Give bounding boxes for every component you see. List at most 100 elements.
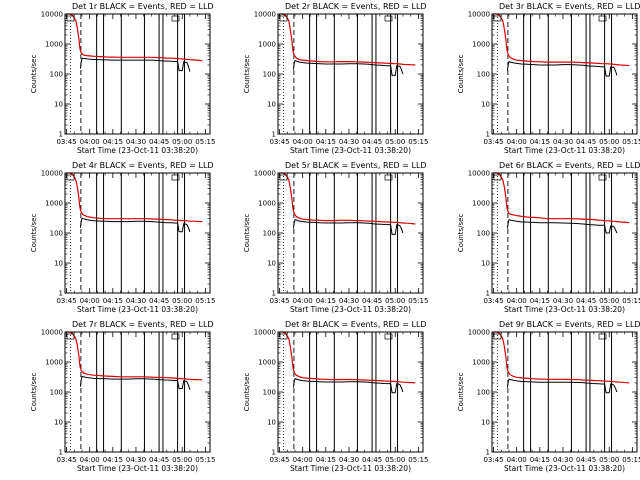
x-tick-label: 05:00 xyxy=(599,138,619,146)
x-tick-label: 04:30 xyxy=(553,456,573,464)
x-axis-title: Start Time (23-Oct-11 03:38:20) xyxy=(504,305,625,314)
y-tick-label: 100 xyxy=(263,71,276,79)
corner-marker xyxy=(493,333,502,340)
x-axis-title: Start Time (23-Oct-11 03:38:20) xyxy=(77,146,198,155)
series-events-line xyxy=(506,378,618,394)
series-lld-line xyxy=(279,172,416,225)
y-tick-label: 10 xyxy=(481,101,490,109)
corner-marker xyxy=(279,333,288,340)
x-tick-label: 04:00 xyxy=(80,456,100,464)
y-axis-title: Counts/sec xyxy=(243,214,251,253)
panel-9: 1 10 100 1000 10000 03:45 04:00 04:15 04:30 04:45… xyxy=(457,320,640,473)
corner-marker xyxy=(66,174,75,181)
x-tick-label: 04:45 xyxy=(576,138,596,146)
panel-6: 1 10 100 1000 10000 03:45 04:00 04:15 04:30 04:45… xyxy=(457,161,640,314)
series-lld-line xyxy=(279,13,416,66)
x-tick-label: 05:15 xyxy=(195,297,215,305)
y-tick-label: 100 xyxy=(263,230,276,238)
x-tick-label: 05:15 xyxy=(622,297,640,305)
y-tick-label: 10000 xyxy=(254,329,276,337)
panel-title: Det 2r BLACK = Events, RED = LLD xyxy=(285,2,427,11)
y-tick-label: 1 xyxy=(486,131,490,139)
x-axis-title: Start Time (23-Oct-11 03:38:20) xyxy=(290,305,411,314)
x-tick-label: 05:15 xyxy=(408,456,428,464)
corner-marker xyxy=(171,174,180,181)
x-tick-label: 05:00 xyxy=(172,456,192,464)
y-tick-label: 10 xyxy=(267,101,276,109)
y-tick-label: 1 xyxy=(272,449,276,457)
x-tick-label: 03:45 xyxy=(483,297,503,305)
x-tick-label: 03:45 xyxy=(269,138,289,146)
plot-frame xyxy=(491,13,638,135)
y-tick-label: 100 xyxy=(50,71,63,79)
y-tick-label: 1000 xyxy=(45,41,63,49)
x-tick-label: 05:00 xyxy=(599,456,619,464)
y-tick-label: 10 xyxy=(54,419,63,427)
y-tick-label: 10 xyxy=(481,260,490,268)
x-axis-title: Start Time (23-Oct-11 03:38:20) xyxy=(504,464,625,473)
corner-marker xyxy=(384,333,393,340)
x-axis-title: Start Time (23-Oct-11 03:38:20) xyxy=(77,305,198,314)
x-tick-label: 03:45 xyxy=(56,138,76,146)
y-tick-label: 10000 xyxy=(254,170,276,178)
corner-marker xyxy=(171,333,180,340)
y-tick-label: 100 xyxy=(263,389,276,397)
x-tick-label: 05:15 xyxy=(622,138,640,146)
panel-title: Det 4r BLACK = Events, RED = LLD xyxy=(72,161,214,170)
x-tick-label: 04:15 xyxy=(316,456,336,464)
x-tick-label: 04:45 xyxy=(149,138,169,146)
x-tick-label: 04:15 xyxy=(530,456,550,464)
corner-marker xyxy=(598,15,607,22)
x-tick-label: 04:00 xyxy=(507,297,527,305)
x-axis-title: Start Time (23-Oct-11 03:38:20) xyxy=(290,146,411,155)
x-tick-label: 04:00 xyxy=(293,297,313,305)
y-tick-label: 10000 xyxy=(254,11,276,19)
y-tick-label: 1000 xyxy=(45,359,63,367)
plot-frame xyxy=(64,13,211,135)
y-tick-label: 1000 xyxy=(45,200,63,208)
y-tick-label: 1000 xyxy=(472,41,490,49)
x-tick-label: 04:30 xyxy=(553,138,573,146)
corner-marker xyxy=(66,333,75,340)
corner-marker xyxy=(384,15,393,22)
x-tick-label: 04:00 xyxy=(80,138,100,146)
y-tick-label: 1 xyxy=(59,449,63,457)
y-tick-label: 10 xyxy=(481,419,490,427)
x-tick-label: 04:45 xyxy=(149,456,169,464)
x-tick-label: 05:15 xyxy=(408,138,428,146)
series-events-line xyxy=(292,378,404,394)
x-tick-label: 05:00 xyxy=(385,297,405,305)
y-tick-label: 1 xyxy=(59,290,63,298)
y-axis-title: Counts/sec xyxy=(243,373,251,412)
series-events-line xyxy=(292,60,404,76)
x-tick-label: 04:45 xyxy=(149,297,169,305)
y-tick-label: 10000 xyxy=(41,11,63,19)
series-events-line xyxy=(79,57,191,72)
y-tick-label: 10000 xyxy=(468,329,490,337)
series-events-line xyxy=(79,375,191,390)
x-tick-label: 04:30 xyxy=(553,297,573,305)
x-tick-label: 04:30 xyxy=(339,138,359,146)
y-tick-label: 10 xyxy=(54,260,63,268)
x-tick-label: 04:15 xyxy=(316,138,336,146)
series-lld-line xyxy=(66,13,203,62)
y-tick-label: 10000 xyxy=(468,170,490,178)
y-axis-title: Counts/sec xyxy=(457,55,465,94)
x-tick-label: 04:00 xyxy=(293,138,313,146)
y-tick-label: 10000 xyxy=(468,11,490,19)
panel-8: 1 10 100 1000 10000 03:45 04:00 04:15 04:30 04:45… xyxy=(243,320,428,473)
panel-5: 1 10 100 1000 10000 03:45 04:00 04:15 04:30 04:45… xyxy=(243,161,428,314)
x-axis-title: Start Time (23-Oct-11 03:38:20) xyxy=(290,464,411,473)
series-lld-line xyxy=(493,331,630,384)
y-tick-label: 100 xyxy=(50,389,63,397)
y-tick-label: 1000 xyxy=(258,359,276,367)
y-tick-label: 1000 xyxy=(472,200,490,208)
x-tick-label: 04:30 xyxy=(339,456,359,464)
series-lld-line xyxy=(66,331,203,381)
y-tick-label: 1 xyxy=(486,449,490,457)
x-tick-label: 04:15 xyxy=(530,138,550,146)
series-events-line xyxy=(292,219,404,235)
panel-title: Det 3r BLACK = Events, RED = LLD xyxy=(499,2,640,11)
panel-title: Det 8r BLACK = Events, RED = LLD xyxy=(285,320,427,329)
